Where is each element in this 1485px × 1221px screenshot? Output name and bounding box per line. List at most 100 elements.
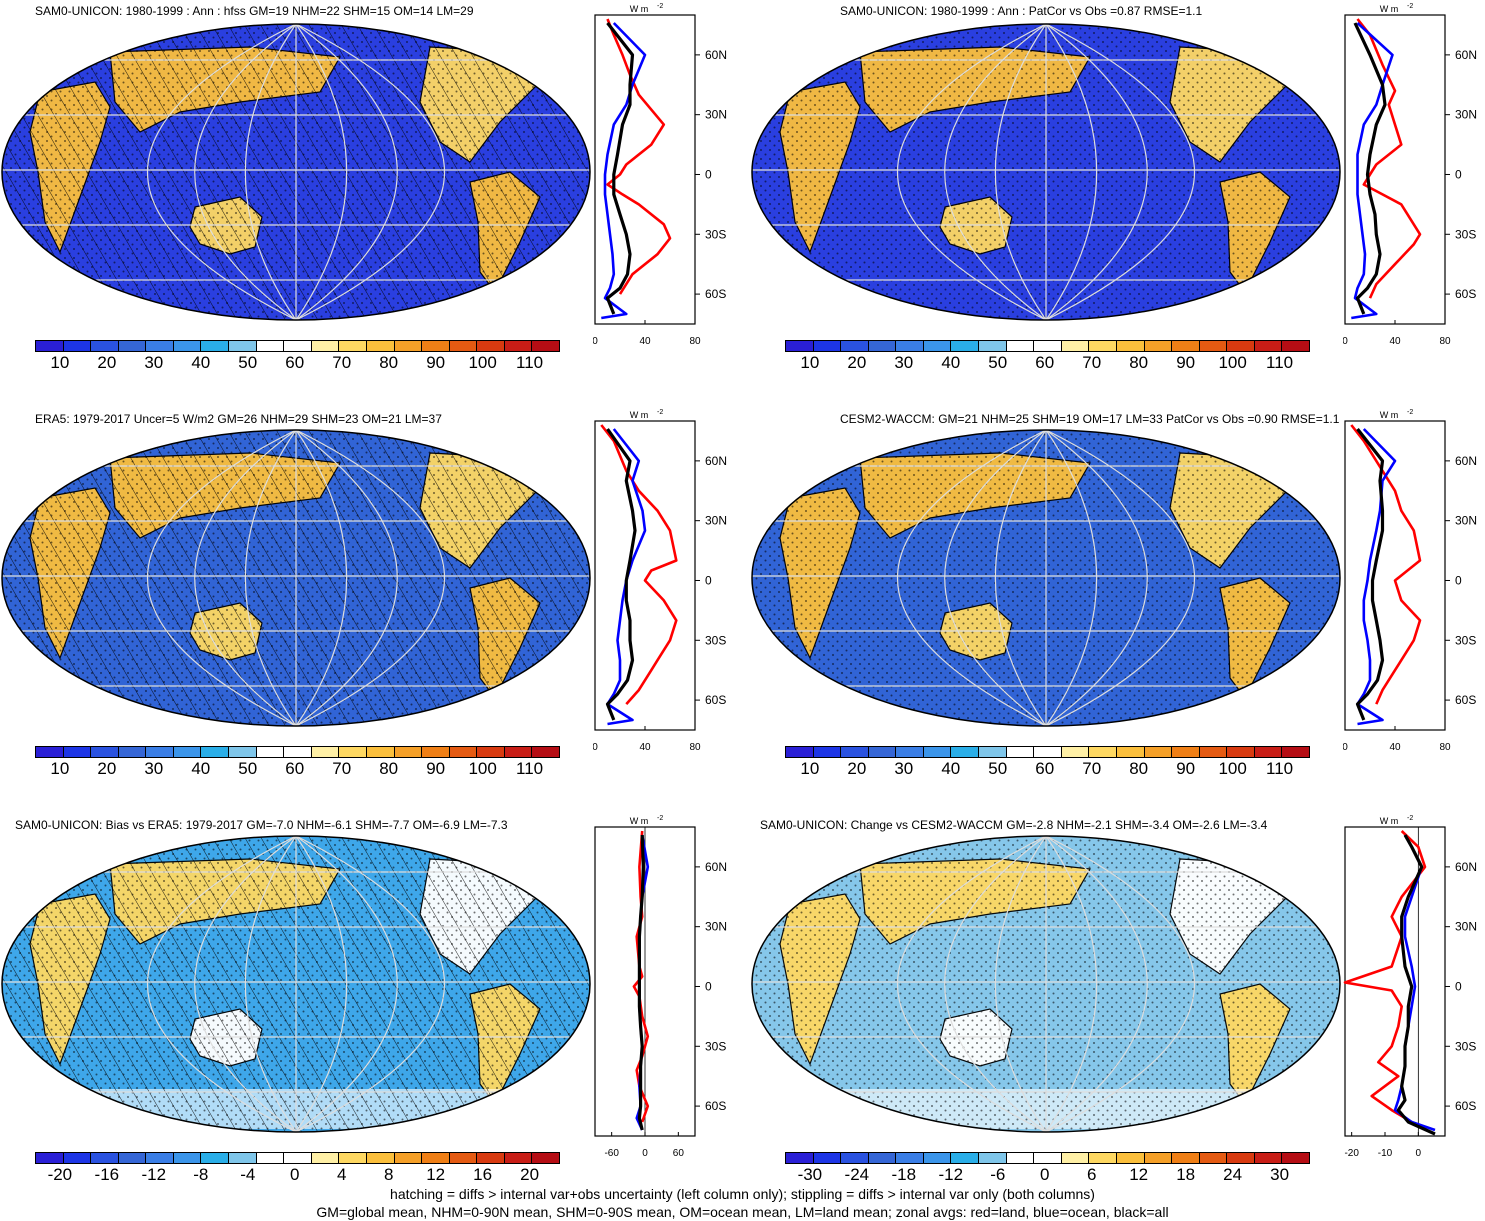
zonal-x-tick-label: 40 xyxy=(1389,742,1401,753)
world-map xyxy=(1,429,591,727)
latitude-tick-label: 30N xyxy=(705,514,727,528)
colorbar-swatch xyxy=(1253,1153,1282,1163)
colorbar-tick-label: 80 xyxy=(1129,353,1149,372)
colorbar-tick-label: -20 xyxy=(47,1165,73,1184)
colorbar-swatch xyxy=(950,1153,979,1163)
colorbar-swatch xyxy=(786,341,813,351)
colorbar-tick-label: 8 xyxy=(383,1165,394,1184)
colorbar-swatch xyxy=(1226,747,1254,757)
colorbar-swatch xyxy=(90,341,118,351)
colorbar-swatch xyxy=(448,747,477,757)
colorbar-swatch xyxy=(503,1153,532,1163)
colorbar-tick-label: 60 xyxy=(285,353,305,372)
colorbar-swatch xyxy=(62,341,91,351)
colorbar-swatch xyxy=(36,1153,63,1163)
panel-4: CESM2-WACCM: GM=21 NHM=25 SHM=19 OM=17 L… xyxy=(750,406,1485,806)
colorbar-swatch xyxy=(1005,341,1034,351)
colorbar-ticks: 10 20 30 40 50 60 70 80 90 100 110 xyxy=(35,353,560,375)
zonal-x-tick-label: 80 xyxy=(689,336,701,347)
colorbar-swatch xyxy=(117,341,146,351)
colorbar-swatch xyxy=(978,1153,1006,1163)
colorbar-tick-label: 90 xyxy=(426,759,446,778)
colorbar-tick-label: 60 xyxy=(285,759,305,778)
zonal-x-tick-label: -60 xyxy=(604,1148,619,1159)
colorbar-tick-label: 10 xyxy=(800,353,820,372)
zonal-series-black xyxy=(1396,834,1436,1136)
zonal-series-black xyxy=(605,428,637,721)
colorbar-tick-label: 60 xyxy=(1035,353,1055,372)
colorbar-tick-label: 0 xyxy=(1040,1165,1050,1184)
zonal-x-tick-label: 0 xyxy=(1416,1148,1422,1159)
colorbar-tick-label: 40 xyxy=(191,759,211,778)
zonal-x-tick-label: 0 xyxy=(642,1148,648,1159)
colorbar-tick-label: 16 xyxy=(473,1165,493,1184)
colorbar-swatch xyxy=(1088,1153,1116,1163)
colorbar-swatch xyxy=(895,1153,923,1163)
colorbar-swatch xyxy=(62,747,91,757)
colorbar-tick-label: 30 xyxy=(894,759,914,778)
map-title: ERA5: 1979-2017 Uncer=5 W/m2 GM=26 NHM=2… xyxy=(35,412,442,426)
colorbar-swatch xyxy=(867,1153,896,1163)
zonal-x-tick-label: 80 xyxy=(689,742,701,753)
colorbar-tick-label: 30 xyxy=(144,759,164,778)
colorbar-tick-label: 80 xyxy=(379,759,399,778)
zonal-average-plot: W m -2 60N 30N 0 30S 60S -20 -10 0 xyxy=(1343,815,1477,1159)
colorbar-tick-label: 50 xyxy=(988,353,1008,372)
colorbar-tick-label: 70 xyxy=(1082,759,1102,778)
colorbar-ticks: 10 20 30 40 50 60 70 80 90 100 110 xyxy=(35,759,560,781)
world-map xyxy=(1,835,591,1133)
latitude-tick-label: 60S xyxy=(705,287,726,301)
latitude-tick-label: 0 xyxy=(705,167,712,181)
colorbar-tick-label: -30 xyxy=(797,1165,823,1184)
colorbar-tick-label: -16 xyxy=(94,1165,120,1184)
colorbar-tick-label: 0 xyxy=(290,1165,300,1184)
latitude-tick-label: 30N xyxy=(1455,108,1477,122)
latitude-tick-label: 60N xyxy=(705,860,727,874)
colorbar-swatch xyxy=(1060,747,1089,757)
colorbar-swatch xyxy=(922,1153,951,1163)
colorbar-swatch xyxy=(90,747,118,757)
colorbar-swatch xyxy=(531,1153,559,1163)
colorbar-tick-label: 20 xyxy=(847,353,867,372)
map-title: SAM0-UNICON: 1980-1999 : Ann : PatCor vs… xyxy=(840,4,1203,18)
colorbar-tick-label: 90 xyxy=(1176,759,1196,778)
footer-line-1: hatching = diffs > internal var+obs unce… xyxy=(390,1186,1095,1202)
zonal-x-tick-label: 40 xyxy=(639,336,651,347)
colorbar-tick-label: 110 xyxy=(516,353,544,372)
colorbar-swatch xyxy=(393,747,422,757)
colorbar-swatch xyxy=(786,1153,813,1163)
colorbar-swatch xyxy=(228,341,256,351)
zonal-unit-label: W m xyxy=(1380,410,1399,420)
colorbar-swatch xyxy=(1143,1153,1172,1163)
colorbar-swatch xyxy=(812,747,841,757)
colorbar-swatch xyxy=(145,341,173,351)
colorbar-swatch xyxy=(421,1153,449,1163)
zonal-x-tick-label: 80 xyxy=(1439,742,1451,753)
colorbar-tick-label: 30 xyxy=(1270,1165,1290,1184)
zonal-x-tick-label: 40 xyxy=(639,742,651,753)
zonal-series-red xyxy=(1350,424,1422,705)
latitude-tick-label: 30S xyxy=(705,633,726,647)
colorbar-tick-label: 100 xyxy=(468,353,497,372)
colorbar-swatch xyxy=(1198,747,1227,757)
colorbar-swatch xyxy=(1171,1153,1199,1163)
latitude-tick-label: 0 xyxy=(705,979,712,993)
colorbar-swatch xyxy=(812,1153,841,1163)
colorbar-swatch xyxy=(145,1153,173,1163)
zonal-x-tick-label: 60 xyxy=(673,1148,685,1159)
colorbar-tick-label: 90 xyxy=(1176,353,1196,372)
colorbar-swatch xyxy=(895,341,923,351)
colorbar-tick-label: 10 xyxy=(50,759,70,778)
colorbar-swatch xyxy=(867,747,896,757)
colorbar-swatch xyxy=(922,341,951,351)
colorbar-tick-label: 18 xyxy=(1176,1165,1196,1184)
world-map xyxy=(751,23,1341,321)
panel-1: SAM0-UNICON: 1980-1999 : Ann : hfss GM=1… xyxy=(0,0,735,400)
colorbar-swatch xyxy=(117,747,146,757)
latitude-tick-label: 30S xyxy=(1455,1039,1476,1053)
colorbar-swatch xyxy=(1253,747,1282,757)
world-map xyxy=(751,429,1341,727)
colorbar-swatch xyxy=(200,341,229,351)
colorbar-swatch xyxy=(1005,747,1034,757)
zonal-unit-exponent: -2 xyxy=(1407,3,1413,10)
